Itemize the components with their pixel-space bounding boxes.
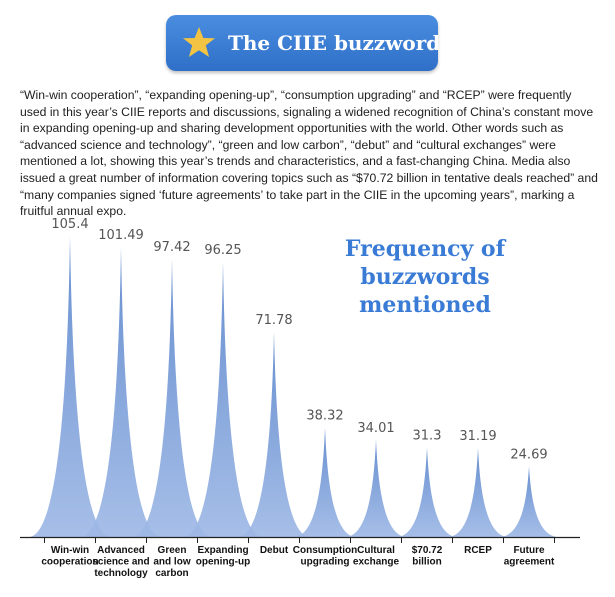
value-label-2: 97.42 [153,240,190,255]
category-label-5: Consumption upgrading [293,545,357,568]
peak-4 [238,332,310,537]
page-title: The CIIE buzzwords [228,31,452,55]
peak-0 [29,236,111,537]
category-label-2: Green and low carbon [153,545,190,579]
intro-paragraph: “Win-win cooperation”, “expanding openin… [20,88,598,219]
value-label-8: 31.19 [459,429,496,444]
value-label-1: 101.49 [98,228,144,243]
category-label-8: RCEP [464,545,492,556]
chart-title: Frequency of buzzwords mentioned [344,236,506,318]
value-label-6: 34.01 [357,421,394,436]
category-label-3: Expanding opening-up [196,545,250,568]
star-icon [183,27,215,57]
peak-1 [81,247,161,537]
value-label-5: 38.32 [306,409,343,424]
value-label-0: 105.4 [51,217,88,232]
category-label-7: $70.72 billion [412,545,443,568]
value-label-7: 31.3 [413,429,442,444]
peak-3 [183,262,263,537]
category-label-1: Advanced science and technology [92,545,149,579]
peak-6 [346,439,406,537]
category-label-4: Debut [260,545,289,556]
peak-7 [398,447,456,537]
value-label-9: 24.69 [510,447,547,462]
category-label-0: Win-win cooperation [41,545,98,568]
value-label-3: 96.25 [204,243,241,258]
peak-2 [132,258,212,537]
peak-5 [294,427,356,537]
category-label-6: Cultural exchange [353,545,400,568]
peak-8 [449,447,507,537]
category-label-9: Future agreement [504,545,555,568]
header-banner: The CIIE buzzwords [166,15,452,71]
value-label-4: 71.78 [255,313,292,328]
peak-9 [501,466,557,537]
